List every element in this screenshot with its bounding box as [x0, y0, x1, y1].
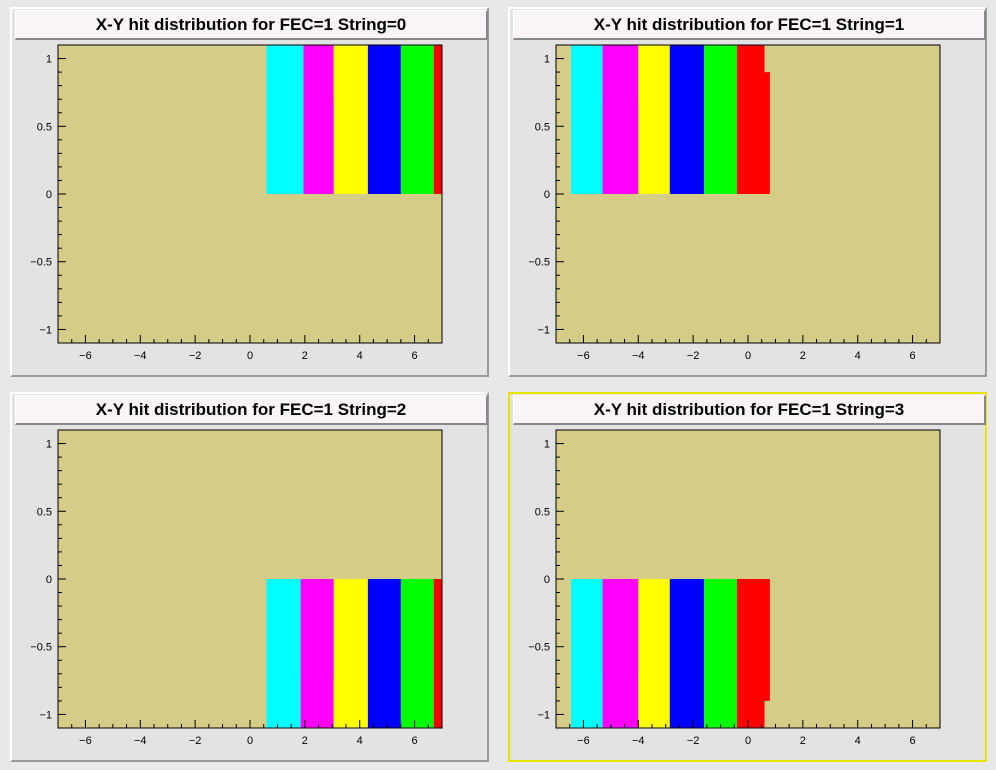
y-tick-label: −0.5 [30, 642, 52, 654]
x-tick-label: −2 [189, 350, 202, 362]
x-tick-label: 2 [302, 735, 308, 747]
x-tick-label: −6 [577, 735, 590, 747]
hit-band-5 [704, 579, 737, 728]
x-tick-label: 4 [855, 735, 861, 747]
chart-title: X-Y hit distribution for FEC=1 String=1 [513, 10, 986, 40]
y-tick-label: −1 [39, 709, 52, 721]
hit-band-2 [303, 45, 340, 194]
hit-band-3 [638, 579, 670, 728]
y-tick-label: −1 [537, 324, 550, 336]
x-tick-label: −4 [134, 350, 147, 362]
x-tick-label: 4 [357, 350, 363, 362]
hit-band-1 [266, 579, 305, 728]
hit-band-4 [367, 45, 401, 194]
hit-band-5 [400, 45, 434, 194]
x-tick-label: −2 [687, 735, 700, 747]
x-tick-label: 2 [302, 350, 308, 362]
x-tick-label: 6 [412, 350, 418, 362]
hit-band-6 [737, 45, 770, 194]
chart-title: X-Y hit distribution for FEC=1 String=2 [15, 395, 488, 425]
hit-band-3 [333, 45, 368, 194]
y-tick-label: 1 [46, 439, 52, 451]
y-tick-label: 0.5 [37, 506, 52, 518]
heatmap-plot: −1 −0.5 0 0.5 1 −6 −4 −2 0 2 4 6 [30, 429, 443, 747]
y-tick-label: 1 [46, 54, 52, 66]
y-tick-label: 0.5 [37, 121, 52, 133]
x-tick-label: 0 [247, 350, 253, 362]
x-tick-label: 4 [357, 735, 363, 747]
hit-band-2 [602, 45, 643, 194]
heatmap-plot: −1 −0.5 0 0.5 1 −6 −4 −2 0 2 4 6 [30, 44, 443, 362]
hit-band-6 [737, 579, 770, 728]
hit-band-4 [367, 579, 401, 728]
x-tick-label: −2 [687, 350, 700, 362]
x-tick-label: −6 [79, 350, 92, 362]
hit-band-2 [602, 579, 643, 728]
x-tick-label: 0 [745, 350, 751, 362]
x-tick-label: −4 [632, 735, 645, 747]
hit-band-3 [638, 45, 670, 194]
heatmap-plot: −1 −0.5 0 0.5 1 −6 −4 −2 0 2 4 6 [528, 44, 941, 362]
hit-band-4 [669, 45, 705, 194]
hit-band-6 [433, 45, 442, 194]
x-tick-label: −6 [577, 350, 590, 362]
hit-band-3 [333, 579, 368, 728]
hit-band-2 [300, 579, 340, 728]
x-tick-label: 6 [910, 350, 916, 362]
y-tick-label: 0 [46, 189, 52, 201]
hit-band-4 [669, 579, 705, 728]
y-tick-label: 1 [544, 54, 550, 66]
x-tick-label: −2 [189, 735, 202, 747]
x-tick-label: 2 [800, 350, 806, 362]
chart-title: X-Y hit distribution for FEC=1 String=0 [15, 10, 488, 40]
y-tick-label: 1 [544, 439, 550, 451]
x-tick-label: 4 [855, 350, 861, 362]
y-tick-label: −0.5 [528, 257, 550, 269]
x-tick-label: −4 [632, 350, 645, 362]
y-tick-label: −0.5 [30, 257, 52, 269]
x-tick-label: 0 [247, 735, 253, 747]
y-tick-label: 0 [544, 189, 550, 201]
chart-pad-string-0[interactable]: X-Y hit distribution for FEC=1 String=0 … [10, 7, 489, 377]
hit-band-1 [571, 579, 607, 728]
chart-pad-string-3[interactable]: X-Y hit distribution for FEC=1 String=3 … [508, 392, 987, 762]
x-tick-label: 6 [910, 735, 916, 747]
x-tick-label: −6 [79, 735, 92, 747]
hit-band-5 [400, 579, 434, 728]
heatmap-plot: −1 −0.5 0 0.5 1 −6 −4 −2 0 2 4 6 [528, 429, 941, 747]
y-tick-label: 0 [46, 574, 52, 586]
hit-band-6 [433, 579, 442, 728]
x-tick-label: 6 [412, 735, 418, 747]
hit-band-1 [266, 45, 307, 194]
x-tick-label: 0 [745, 735, 751, 747]
y-tick-label: 0.5 [535, 121, 550, 133]
chart-title: X-Y hit distribution for FEC=1 String=3 [513, 395, 986, 425]
y-tick-label: 0 [544, 574, 550, 586]
x-tick-label: −4 [134, 735, 147, 747]
y-tick-label: −0.5 [528, 642, 550, 654]
y-tick-label: 0.5 [535, 506, 550, 518]
x-tick-label: 2 [800, 735, 806, 747]
y-tick-label: −1 [39, 324, 52, 336]
chart-pad-string-2[interactable]: X-Y hit distribution for FEC=1 String=2 … [10, 392, 489, 762]
hit-band-5 [704, 45, 737, 194]
hit-band-1 [571, 45, 607, 194]
chart-pad-string-1[interactable]: X-Y hit distribution for FEC=1 String=1 … [508, 7, 987, 377]
y-tick-label: −1 [537, 709, 550, 721]
